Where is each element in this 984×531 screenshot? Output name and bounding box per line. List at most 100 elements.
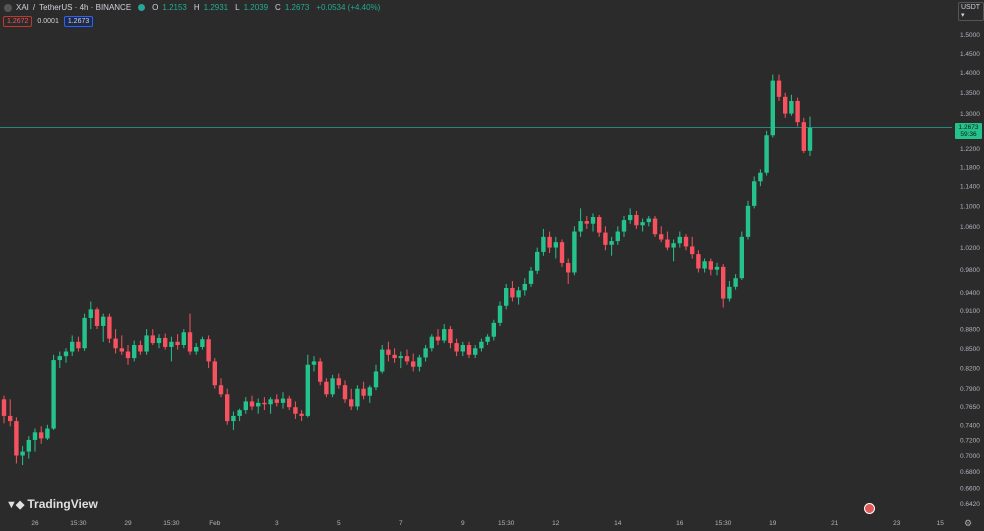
candle-body — [646, 218, 651, 223]
price-chart-plot[interactable] — [0, 0, 952, 514]
currency-button[interactable]: USDT ▾ — [958, 2, 984, 21]
high-label: H — [193, 3, 200, 12]
price-tick-label: 1.3500 — [960, 90, 980, 97]
candle-body — [32, 432, 38, 440]
buy-price-button[interactable]: 1.2673 — [63, 16, 94, 27]
price-tick-label: 1.1800 — [960, 165, 980, 172]
time-tick-label: 3 — [275, 520, 279, 527]
candle-body — [522, 283, 527, 291]
candle-body — [491, 322, 496, 337]
candle-body — [590, 217, 596, 224]
candle-body — [113, 338, 118, 349]
candle-body — [745, 205, 751, 237]
candle-body — [14, 421, 19, 456]
candle-body — [801, 122, 806, 151]
candle-body — [299, 413, 304, 416]
candle-body — [94, 309, 100, 326]
high-value: 1.2931 — [203, 3, 229, 12]
price-tick-label: 1.1400 — [960, 184, 980, 191]
candle-body — [770, 80, 775, 136]
candle-body — [212, 361, 217, 386]
price-tick-label: 0.6420 — [960, 501, 980, 508]
candle-body — [572, 231, 577, 273]
candle-body — [708, 261, 713, 270]
close-label: C — [275, 3, 281, 12]
candle-body — [336, 378, 341, 386]
low-label: L — [235, 3, 240, 12]
candle-body — [795, 100, 800, 123]
time-tick-label: 29 — [124, 520, 132, 527]
price-tick-label: 0.9100 — [960, 308, 980, 315]
candle-body — [677, 236, 682, 244]
price-tick-label: 1.3000 — [960, 111, 980, 118]
price-tick-label: 1.4500 — [960, 51, 980, 58]
candle-body — [380, 349, 385, 372]
candle-body — [553, 242, 558, 248]
candle-body — [584, 221, 589, 224]
candle-body — [442, 329, 447, 341]
tradingview-logo[interactable]: ▼◆ TradingView — [6, 497, 98, 511]
candle-body — [311, 361, 317, 365]
candle-body — [280, 398, 286, 403]
chevron-down-icon: ▾ — [961, 12, 965, 19]
candle-body — [473, 348, 478, 355]
sell-price-button[interactable]: 1.2672 — [3, 16, 33, 27]
candle-body — [231, 415, 236, 422]
time-tick-label: Feb — [209, 520, 221, 527]
price-tick-label: 1.0200 — [960, 245, 980, 252]
gear-icon[interactable]: ⚙ — [964, 518, 973, 528]
candle-body — [249, 401, 255, 407]
candle-body — [659, 234, 664, 240]
market-status-icon[interactable] — [138, 4, 146, 11]
candle-body — [621, 220, 627, 232]
candle-body — [243, 401, 248, 411]
candle-body — [82, 317, 87, 349]
candle-body — [535, 251, 540, 271]
candle-body — [88, 309, 93, 318]
candle-body — [163, 337, 168, 347]
event-flag-icon[interactable] — [864, 503, 875, 514]
candle-body — [510, 287, 515, 298]
price-tick-label: 1.2200 — [960, 146, 980, 153]
price-tick-label: 1.1000 — [960, 203, 980, 210]
time-tick-label: 14 — [614, 520, 622, 527]
candle-body — [373, 371, 379, 388]
candle-body — [330, 378, 335, 395]
candle-body — [690, 246, 695, 255]
candle-body — [107, 316, 112, 339]
candle-body — [20, 451, 25, 456]
price-tick-label: 0.8800 — [960, 327, 980, 334]
candle-body — [63, 351, 69, 357]
candle-body — [8, 415, 13, 422]
candle-body — [448, 329, 453, 344]
price-tick-label: 0.6800 — [960, 469, 980, 476]
price-tick-label: 0.8200 — [960, 366, 980, 373]
price-tick-label: 0.7650 — [960, 404, 980, 411]
candle-body — [194, 346, 199, 352]
symbol-name[interactable]: XAI — [16, 3, 29, 12]
candle-body — [609, 241, 614, 245]
symbol-pair[interactable]: TetherUS · 4h · BINANCE — [39, 3, 132, 12]
candle-body — [150, 335, 155, 344]
candle-body — [727, 286, 732, 299]
candle-body — [411, 361, 416, 367]
candle-body — [541, 236, 546, 252]
candle-body — [429, 336, 434, 349]
time-tick-label: 21 — [831, 520, 839, 527]
time-axis[interactable]: 26 15:30 29 15:30 Feb 3 5 7 9 15:30 12 14 16 15:30 19 2… — [0, 514, 952, 531]
candle-body — [76, 341, 81, 349]
price-axis[interactable]: 1.50001.45001.40001.35001.30001.26001.22… — [952, 0, 984, 514]
candle-body — [26, 439, 31, 452]
change-value: +0.0534 (+4.40%) — [316, 3, 381, 12]
candle-body — [702, 261, 707, 269]
candle-body — [181, 332, 186, 346]
candle-body — [125, 351, 131, 359]
candle-body — [603, 232, 608, 245]
candle-body — [640, 222, 645, 226]
candle-body — [156, 337, 162, 344]
time-tick-label: 5 — [337, 520, 341, 527]
candle-body — [665, 239, 670, 248]
candle-body — [714, 266, 720, 270]
time-tick-label: 16 — [676, 520, 684, 527]
candle-body — [504, 287, 509, 306]
